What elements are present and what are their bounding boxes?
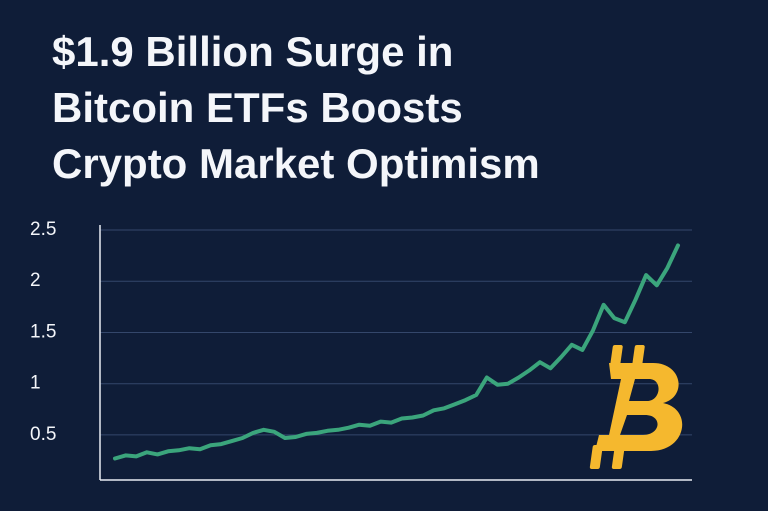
chart-title: Bitcoin ETFs Boosts bbox=[52, 84, 463, 131]
plot bbox=[113, 243, 680, 461]
y-tick-label: 0.5 bbox=[30, 424, 56, 445]
y-tick-label: 2 bbox=[30, 270, 41, 291]
data-line bbox=[113, 243, 680, 461]
chart-title: Crypto Market Optimism bbox=[52, 140, 540, 187]
y-tick-label: 2.5 bbox=[30, 219, 56, 240]
y-tick-label: 1 bbox=[30, 373, 41, 394]
chart-title: $1.9 Billion Surge in bbox=[52, 28, 453, 75]
bitcoin-logo bbox=[589, 345, 683, 469]
y-tick-label: 1.5 bbox=[30, 321, 56, 342]
grid: 0.5 1 1.5 2 2.5 bbox=[30, 219, 692, 445]
